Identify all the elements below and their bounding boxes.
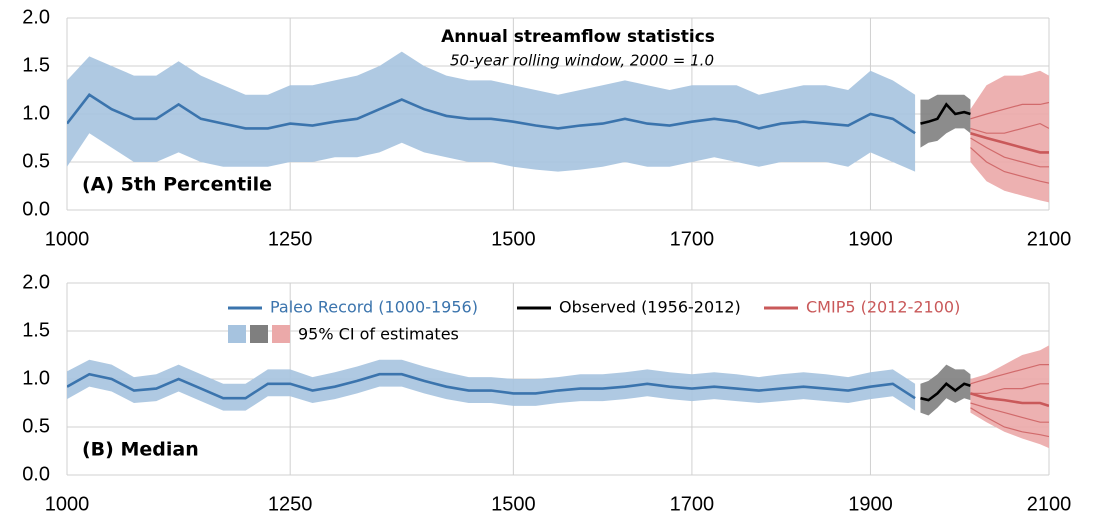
x-tick-label: 2100 — [1027, 228, 1072, 250]
member-line — [970, 407, 1049, 438]
y-tick-label: 0.0 — [22, 463, 50, 485]
x-tick-label: 1700 — [670, 493, 715, 512]
member-line — [970, 364, 1049, 385]
chart-subtitle: 50-year rolling window, 2000 = 1.0 — [450, 52, 714, 70]
legend-label: CMIP5 (2012-2100) — [806, 298, 960, 317]
y-tick-label: 0.0 — [22, 198, 50, 220]
x-tick-label: 2100 — [1027, 493, 1072, 512]
x-tick-label: 1700 — [670, 228, 715, 250]
x-tick-label: 1900 — [848, 228, 893, 250]
y-tick-label: 0.5 — [22, 150, 50, 172]
confidence-band — [920, 364, 971, 416]
member-line — [970, 147, 1049, 184]
legend-band-swatch — [228, 325, 246, 343]
panel-label: (A) 5th Percentile — [82, 174, 272, 196]
legend-band-swatch — [250, 325, 268, 343]
legend-label: 95% CI of estimates — [298, 325, 459, 344]
x-tick-label: 1250 — [268, 228, 313, 250]
x-tick-label: 1000 — [45, 228, 90, 250]
x-tick-label: 1500 — [491, 228, 536, 250]
confidence-band — [970, 345, 1049, 449]
y-tick-label: 2.0 — [22, 6, 50, 28]
legend-label: Paleo Record (1000-1956) — [270, 298, 478, 317]
confidence-band — [67, 359, 916, 411]
member-line — [970, 101, 1049, 120]
series-line — [67, 93, 916, 135]
plot — [67, 345, 1049, 449]
y-tick-label: 1.0 — [22, 102, 50, 124]
x-tick-label: 1500 — [491, 493, 536, 512]
member-line — [970, 122, 1049, 134]
member-line — [970, 137, 1049, 168]
series-line — [920, 102, 971, 125]
member-line — [970, 402, 1049, 423]
x-tick-label: 1900 — [848, 493, 893, 512]
y-tick-label: 2.0 — [22, 271, 50, 293]
plot — [67, 51, 1049, 203]
chart-title: Annual streamflow statistics — [441, 27, 715, 47]
y-tick-label: 1.0 — [22, 367, 50, 389]
series-line — [67, 372, 916, 400]
y-tick-label: 1.5 — [22, 54, 50, 76]
series-line — [920, 382, 971, 402]
legend-label: Observed (1956-2012) — [559, 298, 741, 317]
x-tick-label: 1000 — [45, 493, 90, 512]
y-tick-label: 0.5 — [22, 415, 50, 437]
confidence-band — [920, 94, 971, 148]
series-line — [970, 131, 1049, 154]
member-line — [970, 383, 1049, 394]
panel-label: (B) Median — [82, 439, 199, 461]
y-tick-label: 1.5 — [22, 319, 50, 341]
confidence-band — [67, 51, 916, 172]
x-tick-label: 1250 — [268, 493, 313, 512]
series-line — [970, 392, 1049, 408]
confidence-band — [970, 70, 1049, 203]
legend-band-swatch — [272, 325, 290, 343]
